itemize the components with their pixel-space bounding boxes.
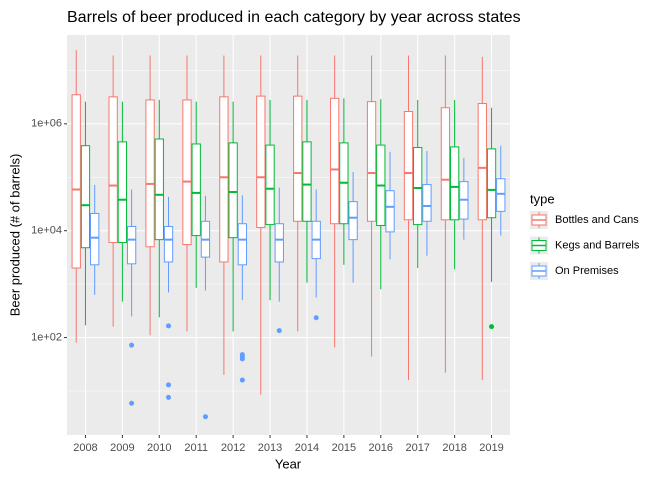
legend-label: Bottles and Cans [555, 214, 639, 226]
x-tick-label: 2019 [479, 442, 503, 454]
box [302, 141, 312, 222]
box [237, 223, 248, 266]
outlier [166, 394, 172, 400]
box [486, 148, 497, 219]
box [108, 96, 118, 244]
box [80, 145, 91, 249]
box [154, 138, 164, 241]
x-tick-label: 2015 [332, 442, 356, 454]
box [422, 184, 432, 222]
box [265, 144, 275, 226]
legend-label: Kegs and Barrels [555, 239, 640, 251]
chart-title: Barrels of beer produced in each categor… [67, 9, 521, 26]
marks [71, 50, 506, 420]
box [477, 103, 487, 221]
box [413, 147, 423, 226]
y-tick-label: 1e+06 [31, 118, 62, 130]
x-tick-label: 2014 [295, 442, 319, 454]
outlier [489, 324, 495, 330]
x-tick-label: 2010 [147, 442, 171, 454]
box [163, 225, 174, 263]
box [145, 99, 155, 248]
box [117, 141, 128, 244]
x-tick-label: 2012 [221, 442, 245, 454]
box [90, 212, 100, 266]
x-tick-label: 2011 [184, 442, 208, 454]
outlier [129, 400, 135, 406]
box [385, 190, 395, 233]
x-tick-label: 2018 [442, 442, 466, 454]
box [126, 225, 137, 265]
box [449, 146, 460, 221]
outlier [202, 414, 208, 420]
box [182, 99, 192, 246]
x-tick-label: 2016 [369, 442, 393, 454]
x-tick-label: 2017 [405, 442, 429, 454]
box [71, 94, 81, 269]
outlier [313, 315, 319, 321]
box [403, 111, 414, 221]
legend-label: On Premises [555, 265, 619, 277]
box [348, 201, 358, 241]
outlier [166, 382, 172, 388]
x-tick-label: 2008 [73, 442, 97, 454]
x-tick-label: 2009 [110, 442, 134, 454]
box [219, 96, 229, 263]
legend-title: type [530, 191, 555, 206]
box [496, 178, 506, 212]
box [256, 95, 266, 228]
outlier [129, 342, 135, 348]
box [228, 142, 238, 239]
box [293, 95, 303, 222]
box [366, 101, 377, 222]
box [274, 223, 284, 263]
y-tick-label: 1e+04 [31, 225, 62, 237]
outlier [276, 328, 282, 334]
outlier [239, 356, 245, 362]
panel [67, 35, 510, 435]
box [440, 107, 451, 221]
y-axis-label: Beer produced (# of barrels) [7, 154, 22, 317]
box [329, 97, 340, 225]
outlier [239, 377, 245, 383]
y-tick-label: 1e+02 [31, 331, 62, 343]
x-axis-label: Year [275, 456, 302, 471]
x-tick-label: 2013 [258, 442, 282, 454]
outlier [166, 323, 172, 329]
box [191, 143, 201, 237]
